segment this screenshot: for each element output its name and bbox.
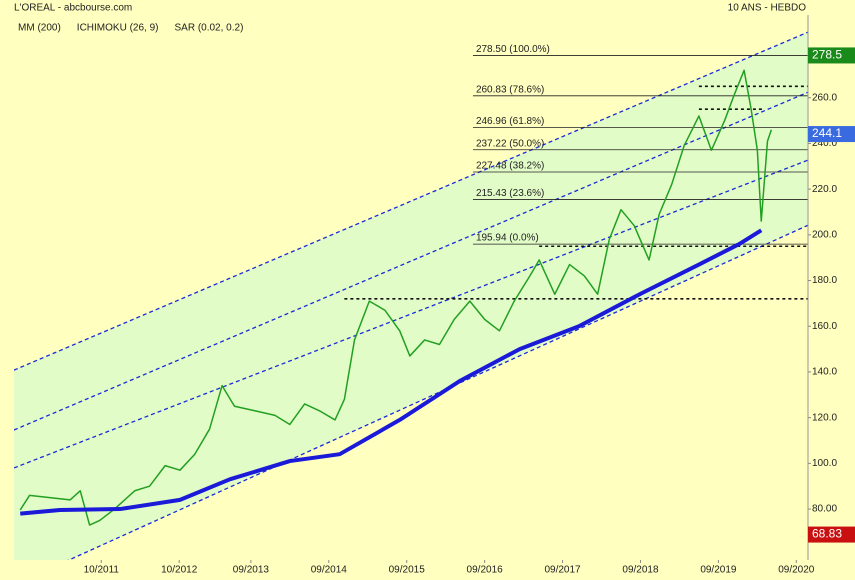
- chart-subtitle: 10 ANS - HEBDO: [728, 3, 807, 14]
- y-tick-label: 80.00: [812, 504, 837, 515]
- channel-line: [14, 31, 808, 371]
- y-tick-label: 200.0: [812, 229, 837, 240]
- series-line: [19, 69, 773, 526]
- fib-label: 237.22 (50.0%): [476, 138, 544, 149]
- y-tick-label: 120.0: [812, 412, 837, 423]
- fib-label: 195.94 (0.0%): [476, 233, 539, 244]
- y-tick-label: 240.0: [812, 138, 837, 149]
- fib-label: 278.50 (100.0%): [476, 44, 550, 55]
- x-tick-label: 09/2016: [467, 565, 504, 576]
- price-tag: [808, 126, 855, 143]
- channel-line: [67, 224, 808, 560]
- y-tick-label: 160.0: [812, 321, 837, 332]
- y-tick-label: 260.0: [812, 92, 837, 103]
- y-tick-label: 180.0: [812, 275, 837, 286]
- price-tag-label: 244.1: [812, 126, 842, 140]
- y-tick-label: 220.0: [812, 184, 837, 195]
- channel-line: [14, 159, 808, 469]
- channel-line: [14, 91, 808, 431]
- x-tick-label: 09/2013: [233, 565, 270, 576]
- legend-entry: MM (200): [18, 23, 61, 34]
- price-tag: [808, 47, 855, 64]
- legend-entry: SAR (0.02, 0.2): [174, 23, 243, 34]
- y-tick-label: 140.0: [812, 367, 837, 378]
- x-tick-label: 10/2011: [84, 565, 120, 576]
- x-tick-label: 09/2014: [311, 565, 348, 576]
- x-tick-label: 09/2015: [389, 565, 426, 576]
- x-tick-label: 09/2019: [700, 565, 737, 576]
- series-line: [20, 228, 763, 516]
- price-tag-label: 278.5: [812, 48, 842, 62]
- price-tag-label: 68.83: [812, 527, 842, 541]
- chart-title: L'OREAL - abcbourse.com: [14, 3, 132, 14]
- price-tag: [808, 526, 855, 543]
- x-tick-label: 09/2017: [544, 565, 581, 576]
- fib-label: 215.43 (23.6%): [476, 188, 544, 199]
- x-tick-label: 10/2012: [161, 565, 198, 576]
- legend-entry: ICHIMOKU (26, 9): [77, 23, 159, 34]
- x-tick-label: 09/2020: [778, 565, 815, 576]
- fib-label: 246.96 (61.8%): [476, 116, 544, 127]
- fib-label: 227.48 (38.2%): [476, 161, 544, 172]
- y-tick-label: 100.0: [812, 458, 837, 469]
- plot-area: [14, 31, 808, 560]
- channel-band: [14, 32, 808, 560]
- fib-label: 260.83 (78.6%): [476, 84, 544, 95]
- x-tick-label: 09/2018: [622, 565, 659, 576]
